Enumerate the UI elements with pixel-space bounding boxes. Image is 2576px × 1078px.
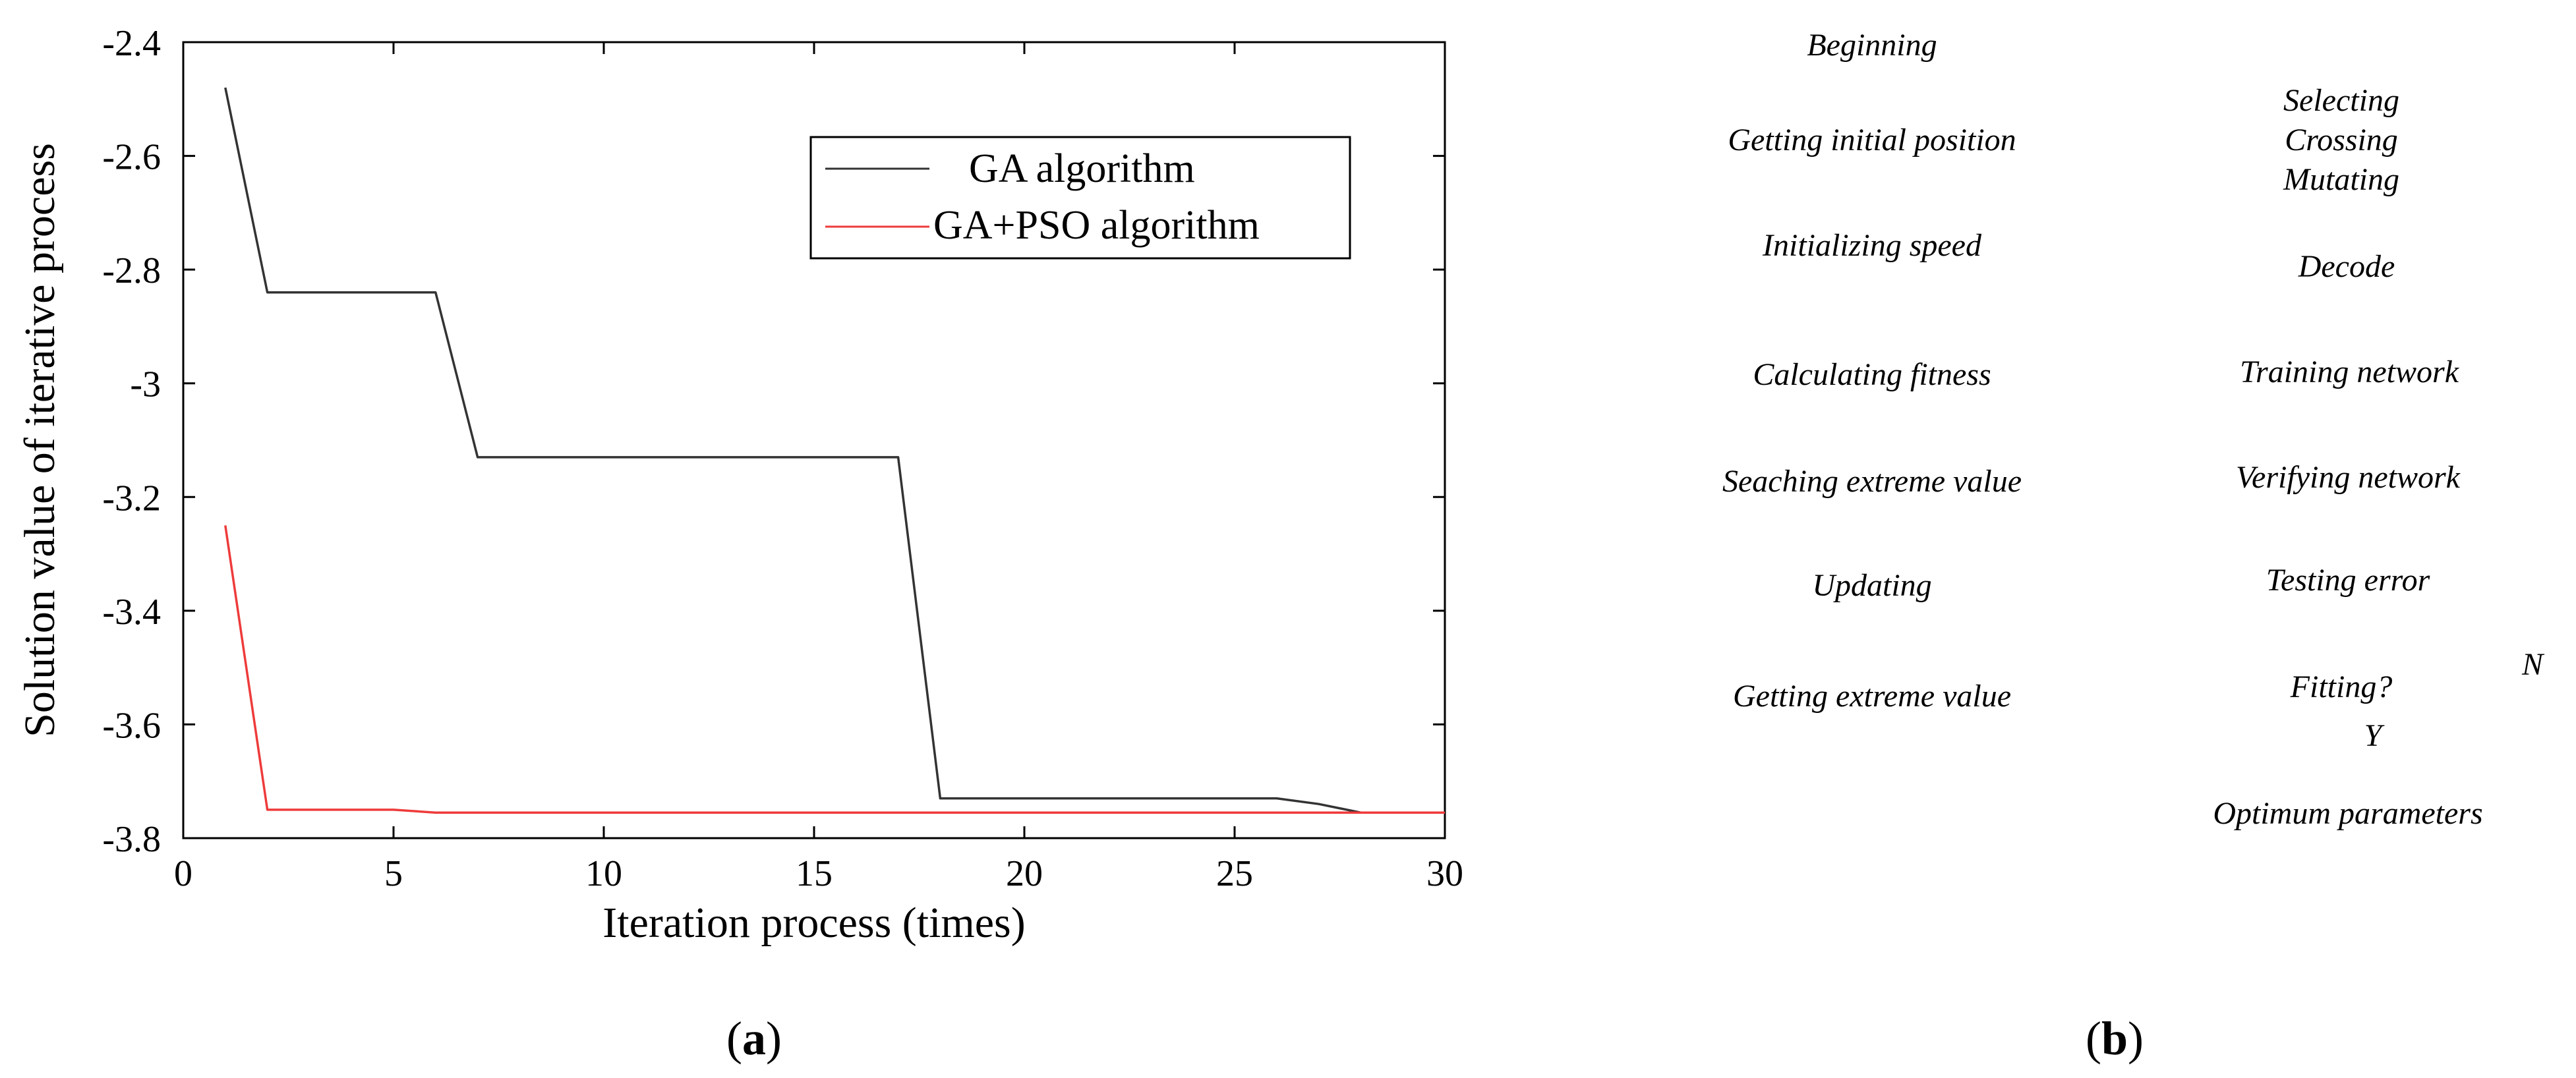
flow-step-optimum-parameters: Optimum parameters: [2213, 796, 2482, 831]
legend-label-ga: GA algorithm: [969, 146, 1195, 191]
y-tick-label: -3.4: [102, 592, 161, 633]
y-tick-label: -2.8: [102, 250, 161, 291]
flow-step-beginning: Beginning: [1807, 28, 1937, 63]
series-lines: [224, 87, 1445, 814]
series-line-ga-pso: [224, 525, 1445, 814]
x-tick-label: 15: [796, 853, 833, 894]
flow-step-initializing-speed: Initializing speed: [1762, 228, 1982, 263]
legend-label-gapso: GA+PSO algorithm: [933, 203, 1260, 248]
legend-box: [809, 136, 1351, 260]
flow-step-fitting: Fitting?: [2290, 669, 2393, 704]
x-tick-label: 10: [585, 853, 622, 894]
caption-b: (b): [2086, 1012, 2144, 1065]
flow-branch-yes: Y: [2364, 718, 2385, 753]
x-tick-label: 5: [384, 853, 403, 894]
flow-step-testing-error: Testing error: [2266, 563, 2430, 598]
flow-step-updating: Updating: [1812, 568, 1931, 603]
x-tick-label: 25: [1216, 853, 1253, 894]
flow-step-verifying-network: Verifying network: [2236, 460, 2461, 495]
x-tick-label: 20: [1006, 853, 1043, 894]
caption-b-open: (: [2086, 1012, 2101, 1065]
caption-a-letter: a: [742, 1012, 766, 1065]
flow-step-training-network: Training network: [2240, 355, 2460, 389]
flow-step-searching-extreme: Seaching extreme value: [1722, 464, 2022, 499]
y-tick-label: -3: [130, 364, 161, 405]
x-axis-ticks: 0 5 10 15 20 25 30: [174, 42, 1463, 894]
flow-step-initial-position: Getting initial position: [1728, 123, 2016, 157]
flow-step-getting-extreme: Getting extreme value: [1733, 679, 2011, 714]
y-tick-label: -2.6: [102, 137, 161, 178]
flow-step-calculating-fitness: Calculating fitness: [1753, 357, 1991, 392]
caption-b-letter: b: [2101, 1012, 2128, 1065]
flow-step-decode: Decode: [2298, 249, 2395, 284]
y-tick-label: -2.4: [102, 23, 161, 64]
caption-a-close: ): [766, 1012, 782, 1065]
legend: GA algorithm GA+PSO algorithm: [809, 136, 1351, 260]
y-tick-label: -3.6: [102, 705, 161, 746]
chart-panel-a: 0 5 10 15 20 25 30 -2.4-2.6-2.8-3-3.2-3.4-3.6-…: [16, 23, 1463, 947]
series-line-ga: [224, 87, 1445, 814]
y-axis-label: Solution value of iterative process: [16, 143, 64, 737]
caption-a: (a): [726, 1012, 782, 1065]
flow-branch-no: N: [2521, 647, 2545, 682]
caption-a-open: (: [726, 1012, 742, 1065]
y-tick-label: -3.2: [102, 478, 161, 519]
caption-b-close: ): [2128, 1012, 2144, 1065]
x-tick-label: 30: [1426, 853, 1463, 894]
x-axis-label: Iteration process (times): [602, 899, 1025, 947]
flowchart-panel-b: Beginning Getting initial position Initi…: [1722, 28, 2545, 831]
x-tick-label: 0: [174, 853, 192, 894]
flow-step-crossing: Crossing: [2285, 123, 2398, 157]
flow-step-selecting: Selecting: [2283, 83, 2399, 118]
y-tick-label: -3.8: [102, 819, 161, 860]
flow-step-mutating: Mutating: [2283, 162, 2399, 197]
y-axis-ticks: -2.4 -2.6 -2.8 -3 -3.2 -3.4 -3.6 -3.8: [102, 23, 1445, 860]
